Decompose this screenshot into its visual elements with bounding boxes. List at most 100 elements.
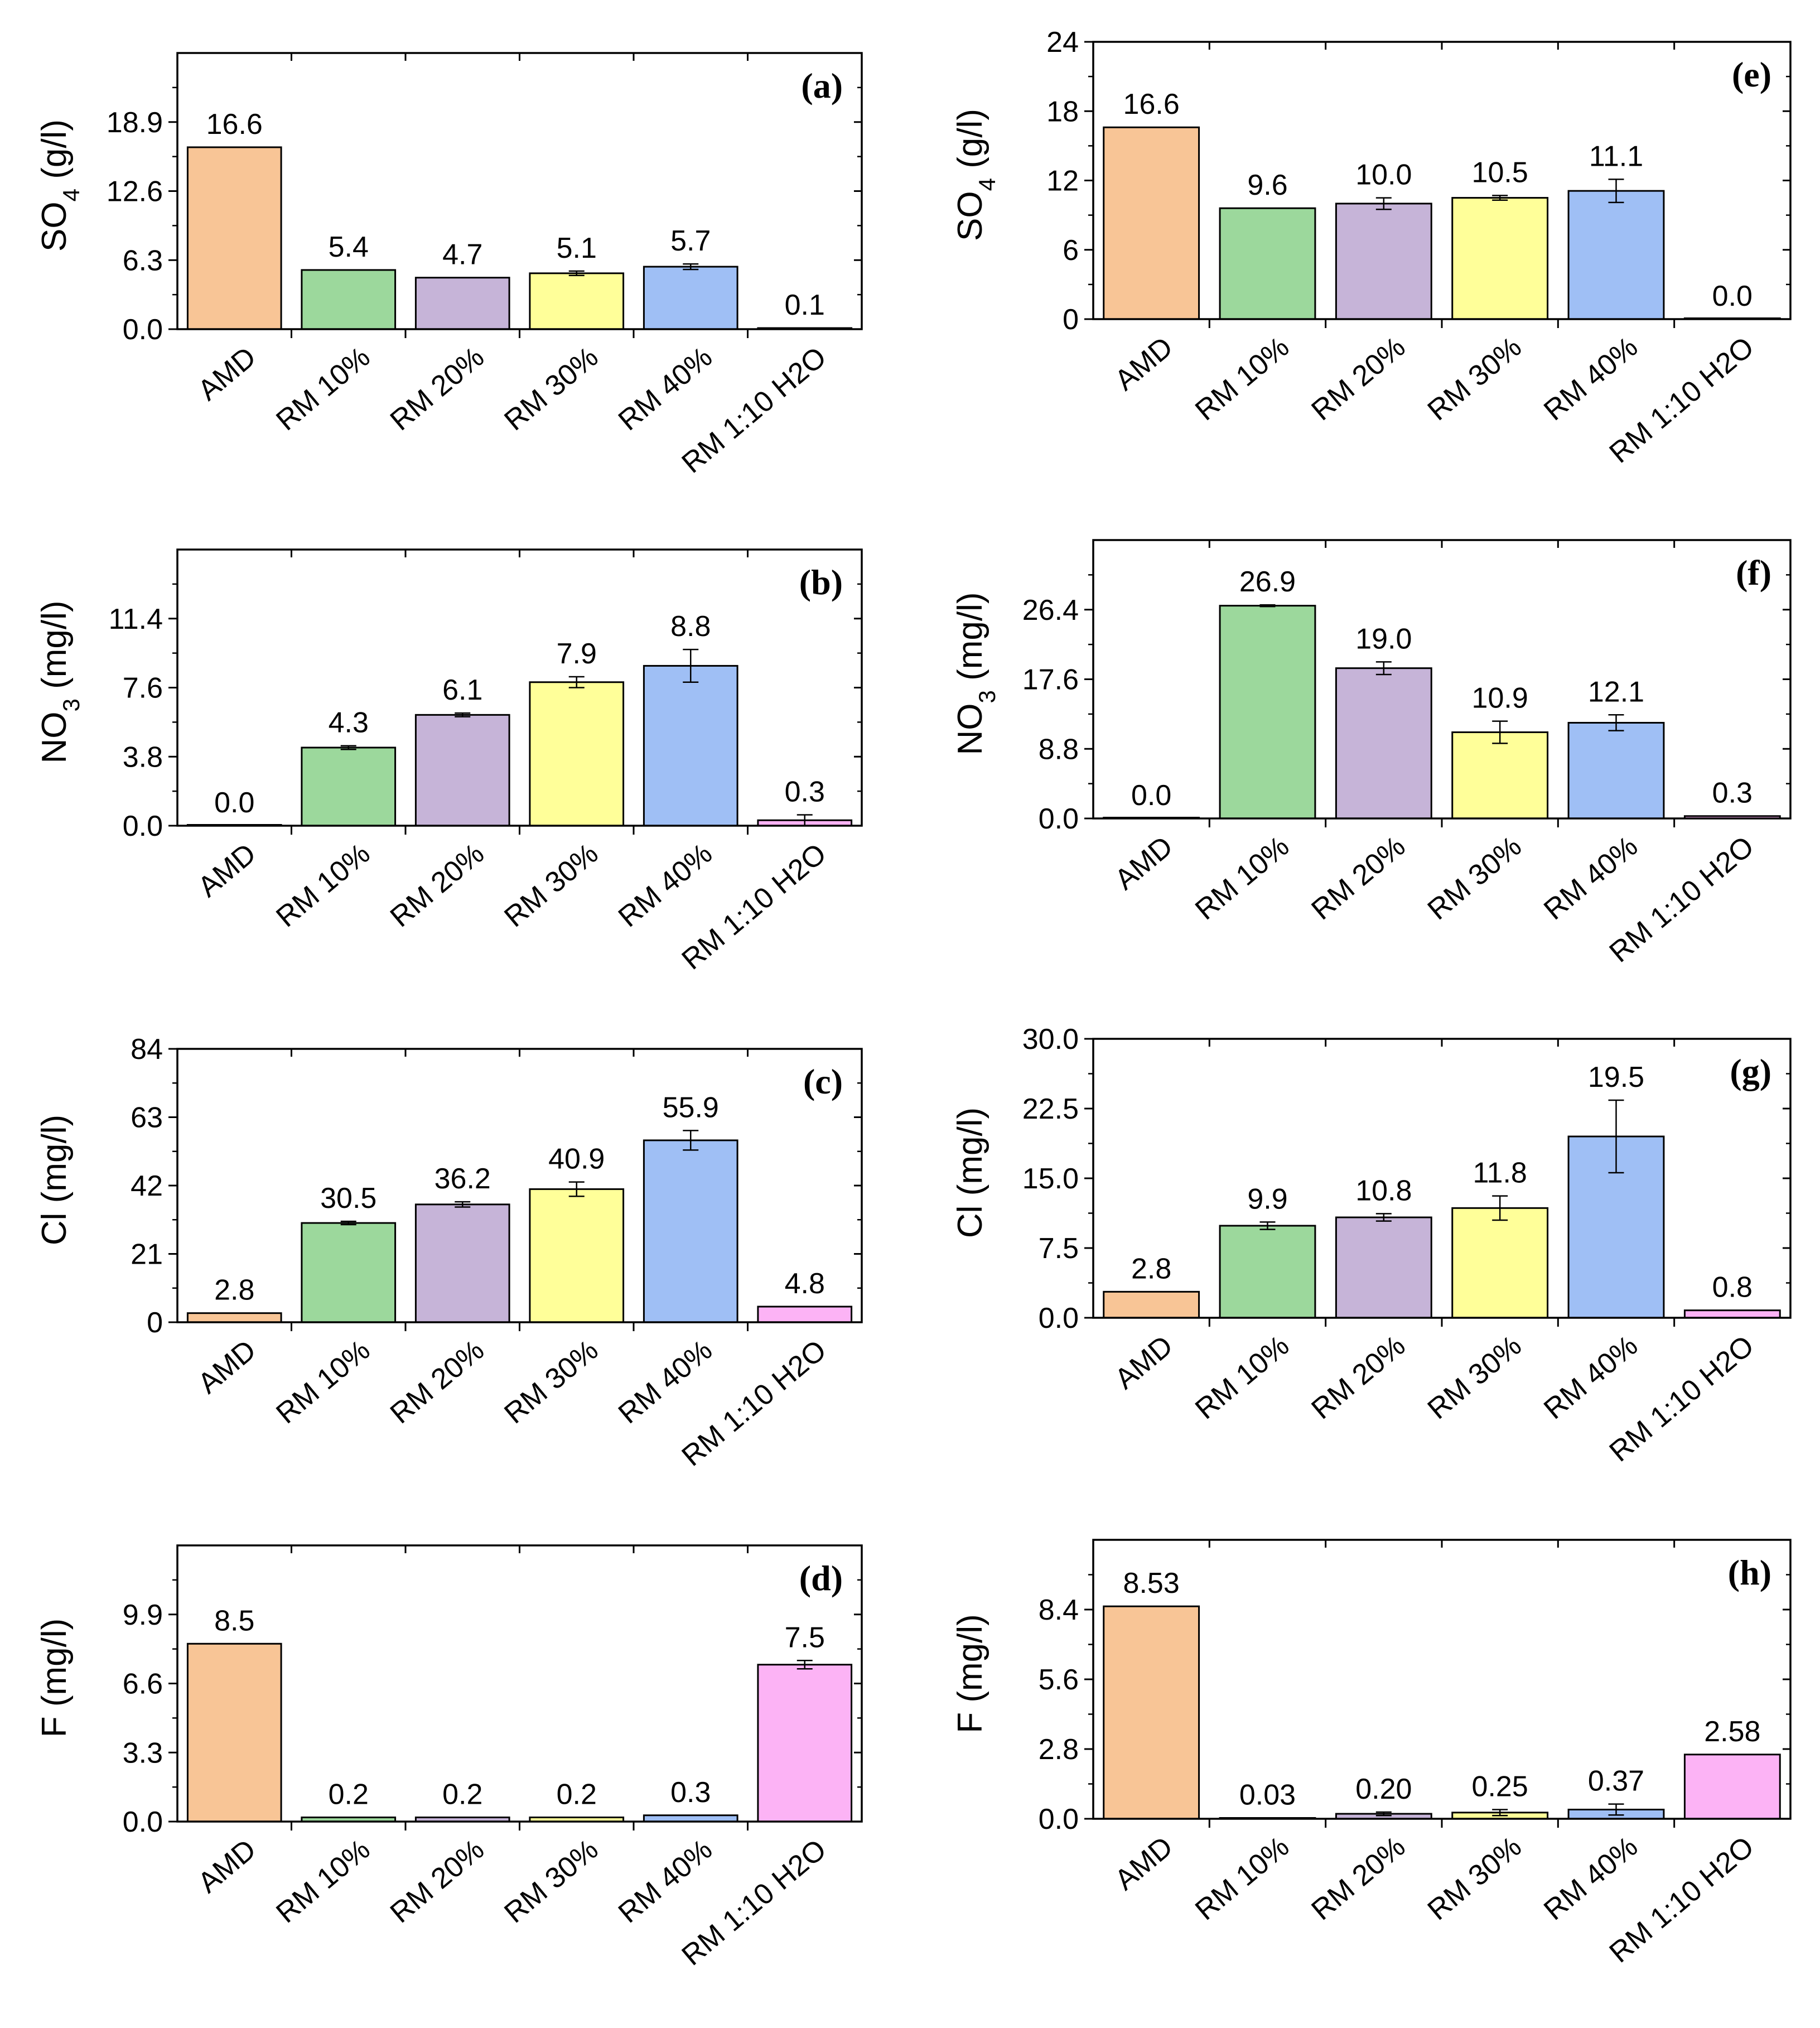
x-tick-label: RM 40%: [612, 1334, 718, 1430]
x-tick-label: AMD: [1109, 830, 1179, 897]
plot-frame: [176, 548, 863, 827]
data-label: 10.5: [1472, 156, 1528, 189]
data-label: 5.1: [557, 232, 597, 264]
x-tick-label: RM 10%: [270, 1334, 376, 1430]
data-label: 0.0: [1712, 280, 1753, 312]
x-tick-label: RM 20%: [1306, 830, 1412, 927]
y-tick-label: 0.0: [123, 810, 163, 842]
y-axis-label: Cl (mg/l): [951, 1107, 989, 1238]
y-tick-label: 0.0: [1039, 1803, 1079, 1836]
plot-frame: [176, 1048, 863, 1323]
data-label: 12.1: [1588, 676, 1644, 708]
panel-tag: (g): [1730, 1052, 1771, 1091]
bar: [301, 746, 397, 827]
data-label: 2.8: [1131, 1253, 1171, 1285]
bar: [301, 269, 397, 330]
data-label: 4.8: [785, 1268, 825, 1300]
data-label: 0.20: [1355, 1773, 1412, 1805]
bar: [643, 266, 738, 330]
x-tick-label: RM 20%: [384, 837, 490, 934]
bar: [643, 1139, 738, 1323]
x-tick-label: RM 20%: [1306, 1329, 1412, 1426]
y-axis-label-sub: 4: [58, 189, 84, 201]
x-tick-label: AMD: [1109, 1329, 1179, 1396]
bar: [1219, 605, 1316, 820]
y-axis-label-rest: (mg/l): [35, 1115, 74, 1213]
y-tick-label: 7.5: [1039, 1232, 1079, 1265]
data-label: 10.9: [1472, 682, 1528, 715]
y-axis-label-main: Cl: [35, 1213, 74, 1246]
data-label: 8.53: [1123, 1567, 1180, 1600]
bar: [414, 1203, 510, 1323]
y-tick-label: 0.0: [1039, 1302, 1079, 1335]
bar: [186, 146, 282, 330]
bar: [1219, 1225, 1316, 1319]
data-label: 0.1: [785, 289, 825, 321]
x-tick-label: RM 20%: [1306, 331, 1412, 427]
data-label: 0.3: [785, 775, 825, 808]
data-label: 0.2: [329, 1779, 369, 1811]
y-axis-label-main: F: [35, 1716, 74, 1737]
y-axis-label-main: NO: [951, 704, 989, 755]
data-label: 4.3: [329, 707, 369, 739]
y-tick-label: 24: [1046, 26, 1079, 59]
data-label: 10.0: [1355, 159, 1412, 191]
y-tick-label: 15.0: [1022, 1163, 1079, 1195]
y-tick-label: 0.0: [1039, 803, 1079, 835]
data-label: 9.6: [1247, 169, 1287, 201]
data-label: 26.9: [1239, 566, 1296, 598]
x-tick-label: RM 40%: [612, 341, 718, 437]
x-tick-label: RM 20%: [1306, 1831, 1412, 1927]
x-tick-label: RM 40%: [1538, 1831, 1644, 1927]
bar: [1103, 126, 1200, 320]
x-tick-label: AMD: [192, 837, 262, 904]
y-axis-label-main: SO: [35, 201, 74, 252]
y-axis-label-rest: (mg/l): [951, 592, 989, 690]
data-label: 11.1: [1589, 140, 1643, 172]
y-axis-label-rest: (mg/l): [35, 1618, 74, 1717]
y-tick-label: 18.9: [107, 107, 163, 139]
x-tick-label: RM 30%: [498, 1334, 604, 1430]
data-label: 9.9: [1247, 1183, 1287, 1215]
x-tick-label: RM 30%: [1422, 1831, 1528, 1927]
data-label: 16.6: [206, 108, 263, 141]
panel-tag: (f): [1736, 553, 1771, 592]
y-tick-label: 0: [147, 1307, 163, 1339]
y-tick-label: 3.3: [123, 1737, 163, 1769]
panel-b: 0.0 4.3 6.1 7.9 8.8 0.3 0.0 3.8 7.6 11.4 AMD RM 10%…: [35, 548, 863, 976]
data-label: 0.0: [214, 787, 254, 819]
y-tick-label: 22.5: [1022, 1093, 1079, 1125]
bar: [757, 1664, 853, 1823]
y-tick-label: 30.0: [1022, 1023, 1079, 1056]
bar: [1451, 731, 1549, 820]
bar: [757, 1306, 853, 1323]
data-label: 11.8: [1473, 1157, 1527, 1189]
x-tick-label: AMD: [192, 1334, 262, 1400]
y-axis-label-rest: (mg/l): [951, 1107, 989, 1206]
y-axis-label-sub: 3: [58, 699, 84, 711]
y-tick-label: 7.6: [123, 672, 163, 705]
y-tick-label: 5.6: [1039, 1664, 1079, 1696]
y-axis-label: NO3 (mg/l): [951, 592, 1000, 755]
bar: [1335, 1216, 1432, 1319]
data-label: 0.25: [1472, 1770, 1528, 1803]
panel-tag: (e): [1732, 55, 1771, 94]
data-label: 2.58: [1704, 1716, 1760, 1748]
data-label: 5.4: [329, 231, 369, 263]
bar: [1451, 1207, 1549, 1319]
x-tick-label: RM 40%: [1538, 830, 1644, 927]
data-label: 7.5: [785, 1621, 825, 1654]
y-axis-label: F (mg/l): [35, 1618, 74, 1738]
y-tick-label: 0.0: [123, 314, 163, 346]
data-label: 2.8: [214, 1274, 254, 1307]
x-tick-label: RM 20%: [384, 341, 490, 437]
data-label: 19.5: [1588, 1061, 1644, 1094]
data-label: 16.6: [1123, 88, 1180, 121]
x-tick-label: RM 10%: [1189, 830, 1295, 927]
y-axis-label-sub: 3: [974, 690, 1000, 703]
data-label: 40.9: [548, 1143, 605, 1176]
data-label: 30.5: [320, 1182, 376, 1215]
